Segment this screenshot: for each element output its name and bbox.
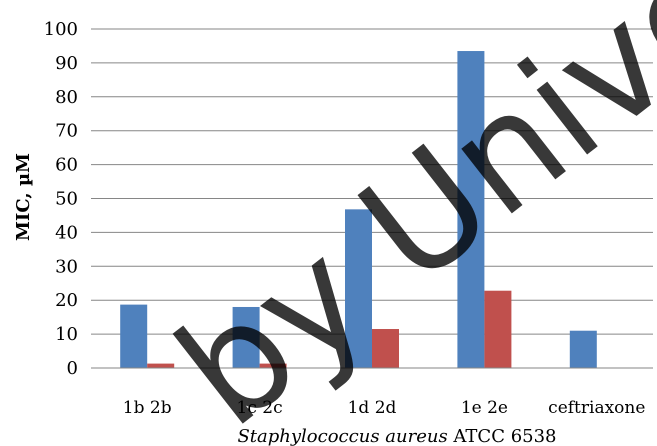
bar-series2-1d-2d [372,329,399,368]
bar-series1-1c-2c [232,306,260,368]
y-tick-label: 100 [44,19,78,40]
y-tick-label: 60 [55,155,78,176]
y-tick-label: 20 [55,290,78,311]
x-tick-label: 1c 2c [237,398,283,418]
y-tick-label: 70 [55,121,78,142]
x-tick-labels: 1b 2b 1c 2c 1d 2d 1e 2e ceftriaxone [123,398,646,418]
bar-series1-1b-2b [120,304,148,368]
y-axis-title: MIC, µM [13,153,34,241]
bars [120,51,597,368]
gridlines [91,28,653,335]
y-tick-label: 0 [67,358,78,379]
x-axis-title: Staphylococcus aureus ATCC 6538 [237,426,556,446]
y-tick-label: 30 [55,256,78,277]
bar-series1-ceftriaxone [569,330,597,368]
x-axis-title-strain: ATCC 6538 [448,426,557,446]
x-tick-label: 1e 2e [461,398,508,418]
bar-series1-1e-2e [457,51,485,368]
y-tick-label: 40 [55,222,78,243]
bar-series2-1b-2b [147,363,175,368]
x-tick-label: 1b 2b [123,398,172,418]
x-axis-title-organism: Staphylococcus aureus [237,426,447,446]
watermark-text: by Unive [147,0,657,446]
y-tick-label: 80 [55,87,78,108]
bar-series2-1e-2e [484,290,512,368]
x-tick-label: ceftriaxone [548,398,645,418]
x-tick-label: 1d 2d [348,398,397,418]
y-tick-label: 10 [55,324,78,345]
y-tick-label: 50 [55,189,78,210]
bar-series2-1c-2c [259,363,287,368]
y-tick-labels: 0 10 20 30 40 50 60 70 80 90 100 [44,19,78,379]
y-tick-label: 90 [55,53,78,74]
bar-series1-1d-2d [345,209,372,368]
